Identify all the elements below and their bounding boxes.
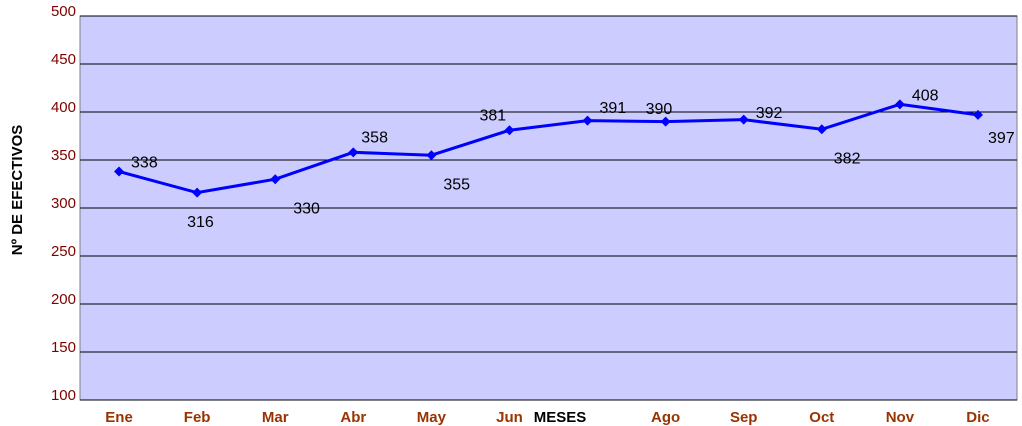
data-label: 330 bbox=[293, 200, 320, 217]
marker bbox=[348, 147, 359, 158]
data-label: 358 bbox=[361, 130, 388, 147]
marker bbox=[270, 174, 281, 185]
marker bbox=[192, 187, 203, 198]
x-tick-label: Sep bbox=[730, 409, 758, 426]
y-tick-label: 500 bbox=[51, 3, 76, 20]
marker bbox=[738, 114, 749, 125]
marker bbox=[504, 125, 515, 136]
x-tick-label: Mar bbox=[262, 409, 289, 426]
y-tick-label: 300 bbox=[51, 195, 76, 212]
data-label: 381 bbox=[479, 107, 506, 124]
y-tick-label: 400 bbox=[51, 99, 76, 116]
x-tick-label: Abr bbox=[340, 409, 366, 426]
y-tick-label: 150 bbox=[51, 339, 76, 356]
x-tick-label: Feb bbox=[184, 409, 211, 426]
marker bbox=[426, 150, 437, 161]
x-tick-label: Dic bbox=[966, 409, 989, 426]
marker bbox=[816, 124, 827, 135]
x-tick-label: Ene bbox=[105, 409, 133, 426]
y-tick-label: 350 bbox=[51, 147, 76, 164]
y-tick-label: 450 bbox=[51, 51, 76, 68]
x-tick-label: Oct bbox=[809, 409, 834, 426]
data-label: 408 bbox=[912, 88, 939, 105]
x-tick-label: Nov bbox=[886, 409, 915, 426]
data-label: 338 bbox=[131, 155, 158, 172]
y-tick-label: 200 bbox=[51, 291, 76, 308]
data-label: 397 bbox=[988, 130, 1015, 147]
marker bbox=[972, 109, 983, 120]
x-axis-title: MESES bbox=[534, 409, 587, 426]
data-label: 391 bbox=[600, 100, 627, 117]
marker bbox=[114, 166, 125, 177]
line bbox=[118, 102, 979, 195]
x-tick-label: May bbox=[417, 409, 447, 426]
y-axis-title: Nº DE EFECTIVOS bbox=[9, 125, 26, 256]
marker bbox=[660, 116, 671, 127]
y-tick-label: 250 bbox=[51, 243, 76, 260]
marker bbox=[582, 115, 593, 126]
data-label: 355 bbox=[443, 176, 470, 193]
data-label: 316 bbox=[187, 214, 214, 231]
y-tick-label: 100 bbox=[51, 387, 76, 404]
data-label: 390 bbox=[646, 101, 673, 118]
x-tick-label: Ago bbox=[651, 409, 680, 426]
x-tick-label: Jun bbox=[496, 409, 523, 426]
data-label: 392 bbox=[756, 105, 783, 122]
marker bbox=[894, 99, 905, 110]
data-label: 382 bbox=[834, 150, 861, 167]
